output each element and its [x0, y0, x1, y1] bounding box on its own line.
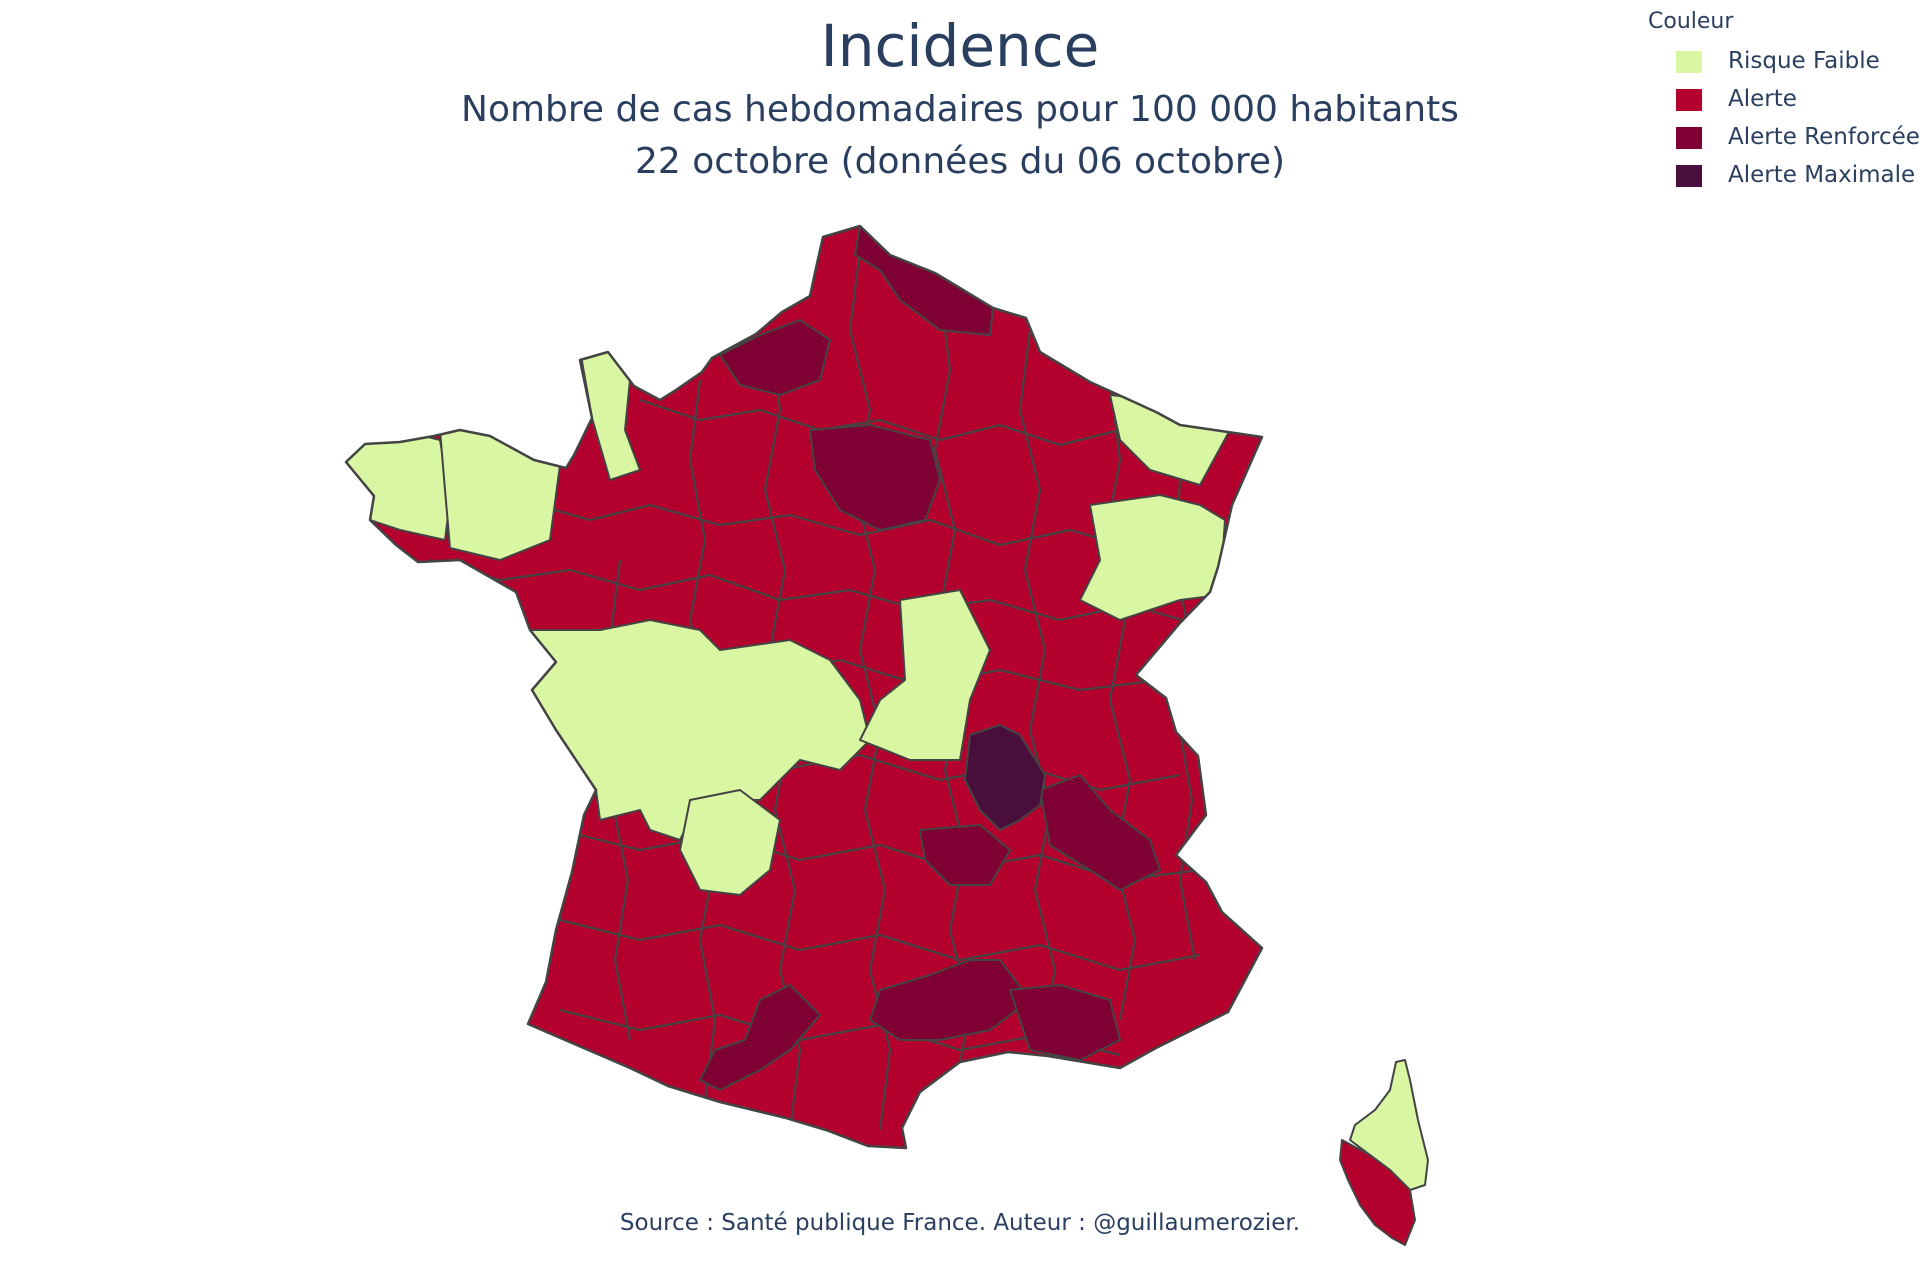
legend-item-alerte[interactable]: Alerte	[1648, 80, 1916, 118]
dept-vosges-jura	[1079, 494, 1226, 621]
chart-title-block: Incidence Nombre de cas hebdomadaires po…	[300, 8, 1620, 188]
dept-limousin	[679, 789, 781, 896]
legend: Couleur Risque Faible Alerte Alerte Renf…	[1648, 8, 1920, 194]
dept-haute-loire	[919, 824, 1011, 886]
legend-item-risque-faible[interactable]: Risque Faible	[1648, 42, 1916, 80]
legend-title: Couleur	[1648, 9, 1734, 34]
dept-isere	[1039, 774, 1161, 891]
dept-cotes-armor	[439, 427, 561, 561]
legend-label-alerte: Alerte	[1728, 86, 1797, 112]
legend-swatch-alerte-renforcee	[1676, 127, 1702, 149]
dept-haute-garonne	[699, 984, 821, 1091]
dept-bouches-du-rhone	[1009, 984, 1121, 1061]
chart-title: Incidence	[820, 12, 1100, 80]
legend-item-alerte-renforcee[interactable]: Alerte Renforcée	[1648, 118, 1920, 156]
dept-seine-maritime	[719, 319, 831, 396]
dept-rhone-loire	[964, 724, 1046, 831]
legend-swatch-risque-faible	[1676, 51, 1702, 73]
dept-corse-du-sud	[1339, 1139, 1416, 1246]
legend-label-alerte-maximale: Alerte Maximale	[1728, 162, 1916, 188]
dept-gard-herault	[869, 959, 1031, 1041]
chart-subtitle-line2: 22 octobre (données du 06 octobre)	[634, 141, 1286, 182]
dept-ile-de-france	[809, 424, 941, 531]
dept-nievre-allier	[859, 589, 991, 761]
chart-subtitle-line1: Nombre de cas hebdomadaires pour 100 000…	[461, 89, 1459, 130]
legend-swatch-alerte	[1676, 89, 1702, 111]
legend-label-risque-faible: Risque Faible	[1728, 48, 1880, 74]
source-credit: Source : Santé publique France. Auteur :…	[619, 1210, 1301, 1236]
mainland-outline	[344, 224, 1264, 1150]
legend-swatch-alerte-maximale	[1676, 165, 1702, 187]
legend-label-alerte-renforcee: Alerte Renforcée	[1728, 124, 1920, 150]
legend-item-alerte-maximale[interactable]: Alerte Maximale	[1648, 156, 1916, 194]
